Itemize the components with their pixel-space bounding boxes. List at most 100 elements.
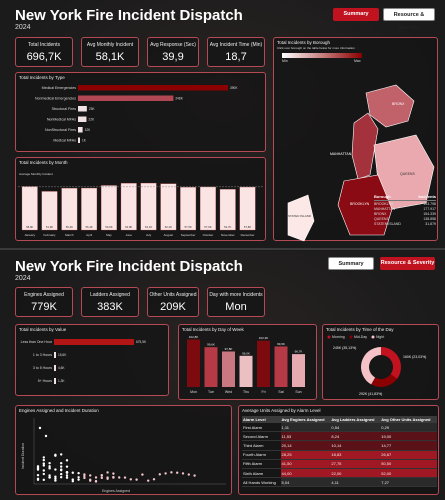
bar[interactable] — [180, 187, 197, 231]
scatter-point[interactable] — [42, 458, 45, 462]
scatter-point[interactable] — [60, 476, 63, 479]
bar[interactable] — [54, 339, 134, 345]
scatter-point[interactable] — [36, 473, 40, 477]
scatter-point[interactable] — [135, 478, 138, 481]
scatter-point[interactable] — [187, 473, 190, 476]
borough-row[interactable]: MANHATTAN 177.917 — [374, 207, 436, 211]
scatter-point[interactable] — [118, 476, 121, 479]
scatter-point[interactable] — [89, 474, 92, 477]
bar[interactable] — [61, 188, 78, 231]
scatter-point[interactable] — [176, 471, 179, 474]
scatter-point[interactable] — [48, 474, 51, 477]
scatter-point[interactable] — [83, 476, 86, 480]
scatter-point[interactable] — [181, 472, 185, 475]
donut-slice[interactable] — [361, 347, 381, 385]
scatter-point[interactable] — [71, 478, 74, 481]
scatter-point[interactable] — [54, 477, 57, 480]
scatter-point[interactable] — [77, 478, 80, 481]
scatter-point[interactable] — [94, 476, 98, 479]
manhattan-area[interactable] — [351, 112, 379, 180]
scatter-point[interactable] — [42, 478, 45, 482]
scatter-point[interactable] — [147, 479, 150, 482]
scatter-point[interactable] — [164, 472, 167, 475]
scatter-point[interactable] — [36, 466, 40, 470]
scatter-point[interactable] — [77, 476, 80, 479]
borough-row[interactable]: BRONX 154.339 — [374, 212, 436, 216]
scatter-point[interactable] — [123, 476, 127, 479]
scatter-point[interactable] — [42, 456, 45, 459]
bar[interactable] — [54, 352, 56, 358]
bar[interactable] — [140, 182, 157, 231]
scatter-point[interactable] — [100, 474, 104, 477]
bar[interactable] — [274, 346, 288, 387]
bar[interactable] — [257, 340, 270, 387]
bar[interactable] — [41, 191, 58, 231]
scatter-point[interactable] — [54, 454, 57, 457]
scatter-point[interactable] — [152, 478, 156, 481]
scatter-point[interactable] — [65, 459, 69, 462]
scatter-point[interactable] — [54, 468, 57, 471]
scatter-point[interactable] — [38, 426, 42, 430]
bar[interactable] — [81, 187, 98, 231]
scatter-point[interactable] — [60, 461, 63, 465]
bar[interactable] — [200, 186, 216, 231]
scatter-point[interactable] — [100, 476, 104, 480]
scatter-point[interactable] — [48, 475, 51, 479]
scatter-point[interactable] — [193, 474, 196, 477]
brooklyn-area[interactable] — [337, 174, 393, 236]
scatter-point[interactable] — [60, 465, 63, 468]
scatter-point[interactable] — [65, 474, 69, 477]
summary-button[interactable]: Summary — [333, 8, 379, 21]
scatter-point[interactable] — [89, 478, 92, 481]
bar[interactable] — [54, 365, 56, 371]
scatter-point[interactable] — [83, 473, 86, 476]
bar[interactable] — [78, 116, 87, 123]
resource-severity-button[interactable]: Resource & Severity — [383, 8, 435, 31]
scatter-point[interactable] — [112, 476, 115, 479]
scatter-point[interactable] — [54, 475, 57, 478]
scatter-point[interactable] — [42, 464, 45, 467]
bar[interactable] — [78, 95, 174, 102]
scatter-point[interactable] — [94, 480, 98, 483]
bar[interactable] — [101, 185, 117, 231]
bar[interactable] — [160, 183, 177, 231]
borough-map[interactable]: BRONX MANHATTAN QUEENS BROOKLYN STATEN I… — [274, 63, 437, 243]
scatter-point[interactable] — [36, 468, 40, 471]
scatter-point[interactable] — [42, 462, 45, 465]
bar[interactable] — [219, 189, 236, 231]
resource-severity-button[interactable]: Resource & Severity — [380, 257, 435, 270]
bronx-area[interactable] — [365, 84, 415, 128]
scatter-point[interactable] — [48, 467, 51, 470]
scatter-point[interactable] — [54, 479, 57, 482]
bar[interactable] — [292, 354, 305, 387]
donut-slice[interactable] — [371, 374, 398, 387]
scatter-point[interactable] — [77, 471, 80, 475]
bar[interactable] — [120, 183, 137, 231]
bar[interactable] — [239, 186, 256, 231]
bar[interactable] — [78, 106, 87, 112]
scatter-point[interactable] — [106, 476, 109, 479]
scatter-point[interactable] — [158, 473, 161, 476]
scatter-point[interactable] — [42, 469, 45, 472]
summary-button[interactable]: Summary — [328, 257, 374, 270]
borough-row[interactable]: QUEENS 138.858 — [374, 217, 436, 221]
bar[interactable] — [187, 339, 200, 387]
scatter-point[interactable] — [48, 461, 51, 465]
scatter-point[interactable] — [106, 471, 109, 474]
scatter-point[interactable] — [112, 472, 115, 475]
scatter-point[interactable] — [141, 473, 144, 476]
bar[interactable] — [204, 347, 218, 387]
scatter-point[interactable] — [48, 465, 51, 468]
bar[interactable] — [78, 127, 83, 133]
bar[interactable] — [54, 378, 56, 384]
scatter-point[interactable] — [170, 471, 173, 474]
bar[interactable] — [222, 351, 235, 387]
scatter-point[interactable] — [71, 471, 74, 474]
borough-row[interactable]: BROOKLYN 193.798 — [374, 202, 436, 206]
scatter-point[interactable] — [42, 472, 45, 476]
scatter-point[interactable] — [60, 468, 63, 471]
staten-island-area[interactable] — [287, 194, 315, 242]
scatter-point[interactable] — [65, 470, 69, 474]
bar[interactable] — [78, 85, 228, 91]
borough-row[interactable]: STATEN ISLAND 31.879 — [374, 222, 436, 226]
